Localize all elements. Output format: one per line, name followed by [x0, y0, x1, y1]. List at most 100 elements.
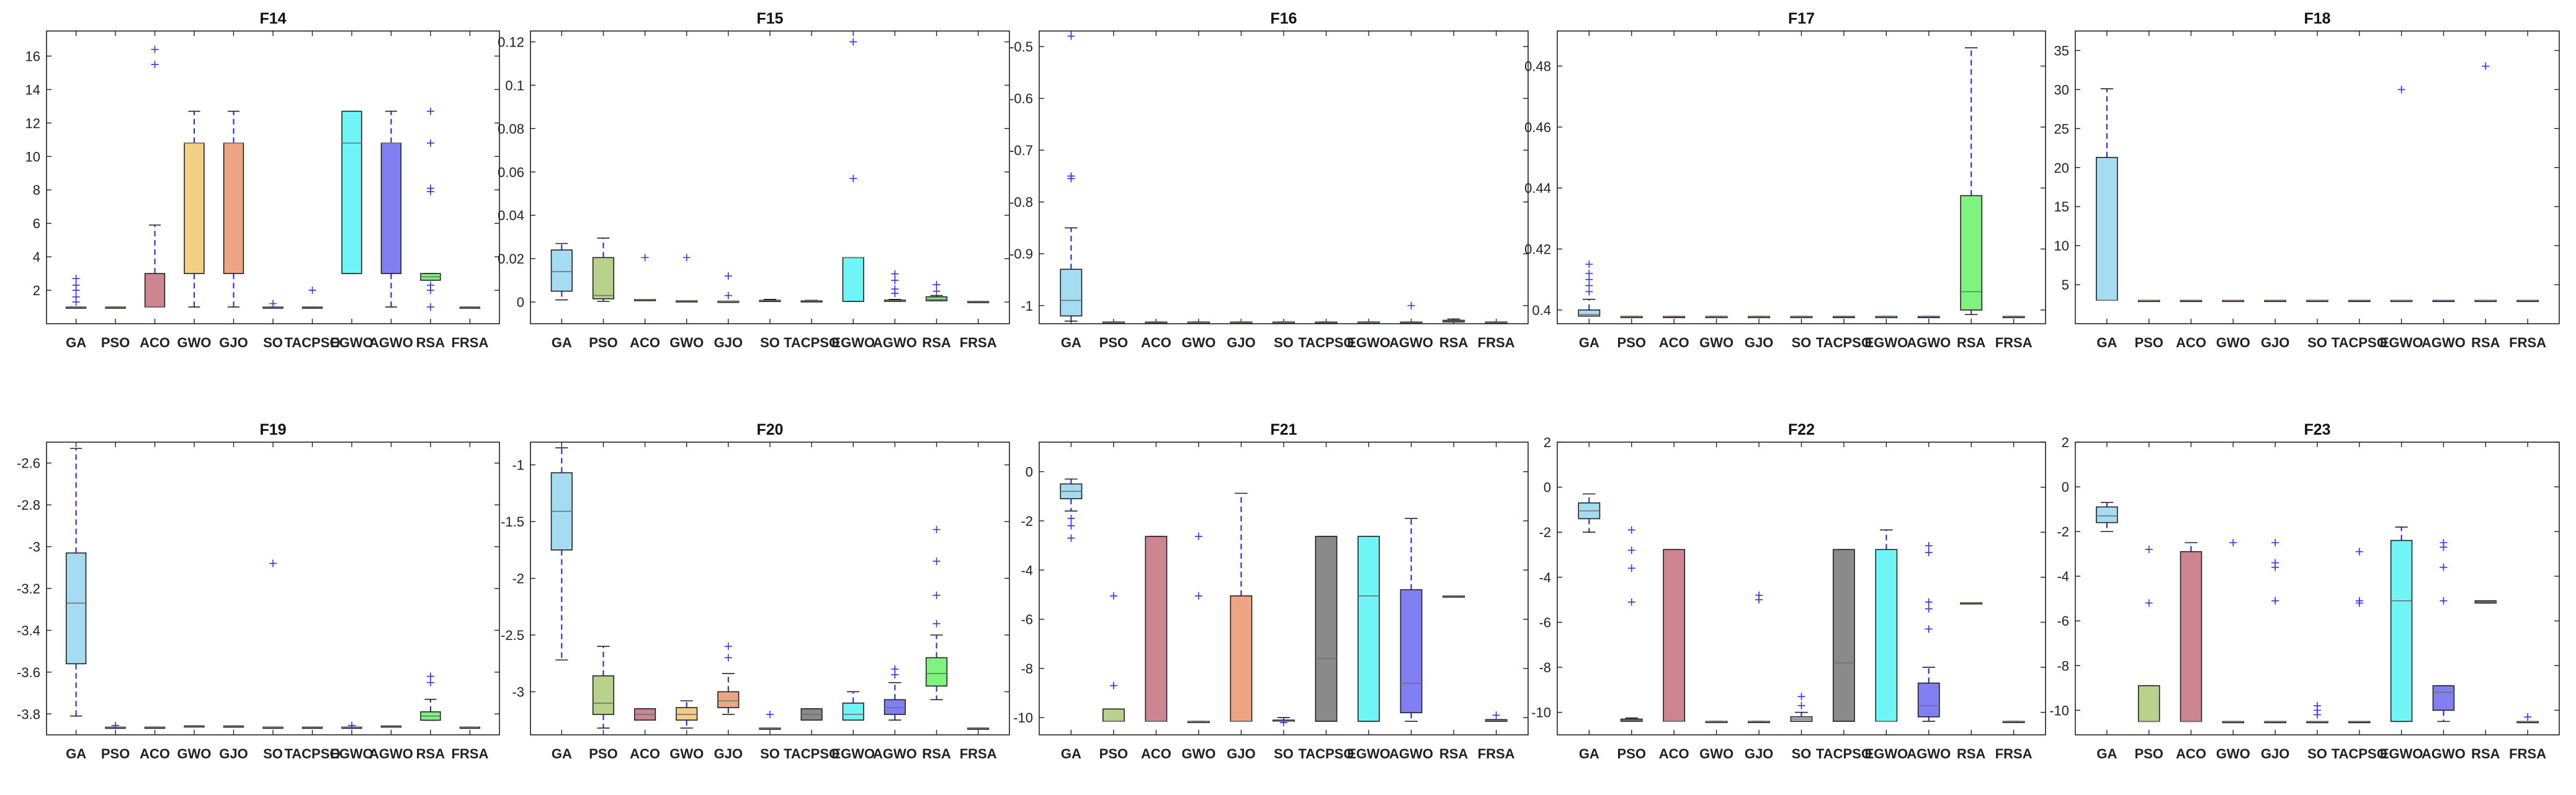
box-frsa: FRSA	[1478, 31, 1515, 350]
box-ga: GA	[550, 442, 573, 762]
box-tacpso: TACPSO	[284, 442, 341, 762]
box-body	[2096, 506, 2118, 523]
y-tick-label: 2	[2062, 435, 2069, 450]
box-agwo: AGWO	[369, 31, 413, 350]
box-body	[1960, 195, 1983, 311]
box-aco: ACO	[630, 31, 660, 350]
box-aco: ACO	[1659, 442, 1689, 762]
box-gjo: GJO	[1227, 31, 1256, 350]
outlier-marker	[2440, 543, 2448, 551]
category-label: PSO	[101, 335, 130, 350]
outlier-marker	[1925, 548, 1933, 556]
y-tick-label: -3	[512, 684, 524, 700]
category-label: RSA	[416, 335, 445, 350]
outlier-marker	[766, 711, 774, 719]
box-agwo: AGWO	[1389, 31, 1433, 350]
y-tick-label: -3.8	[17, 706, 40, 722]
category-label: RSA	[922, 335, 951, 350]
category-label: RSA	[1957, 746, 1986, 762]
y-tick-label: 0.4	[1532, 303, 1551, 318]
box-body	[925, 657, 948, 687]
box-pso: PSO	[1617, 442, 1646, 762]
box-tacpso: TACPSO	[1298, 442, 1354, 762]
box-frsa: FRSA	[1995, 31, 2033, 350]
box-pso: PSO	[2134, 31, 2163, 350]
y-tick-label: -2.6	[17, 456, 40, 471]
box-body	[550, 249, 573, 292]
y-tick-label: -3	[28, 540, 40, 555]
category-label: GWO	[177, 746, 212, 762]
outlier-marker	[724, 642, 732, 651]
box-ga: GA	[550, 31, 573, 350]
category-label: AGWO	[873, 746, 917, 762]
chart-title: F20	[756, 421, 783, 438]
outlier-marker	[849, 174, 857, 182]
box-body	[1663, 549, 1686, 722]
category-label: PSO	[589, 746, 617, 762]
category-label: PSO	[1099, 335, 1128, 350]
outlier-marker	[426, 678, 434, 686]
outlier-marker	[347, 721, 356, 729]
box-pso: PSO	[101, 31, 130, 350]
box-so: SO	[1272, 31, 1295, 350]
category-label: FRSA	[2509, 746, 2546, 762]
category-label: TACPSO	[284, 746, 340, 762]
outlier-marker	[1585, 288, 1593, 296]
box-ga: GA	[65, 31, 87, 350]
category-label: EGWO	[2380, 746, 2423, 762]
box-tacpso: TACPSO	[784, 442, 839, 762]
y-tick-label: 0.12	[498, 34, 524, 50]
y-tick-label: 8	[33, 182, 40, 198]
category-label: GA	[2096, 335, 2117, 350]
category-label: FRSA	[960, 335, 997, 350]
y-tick-label: -3.2	[17, 581, 40, 597]
category-label: AGWO	[2422, 746, 2466, 762]
box-frsa: FRSA	[2509, 442, 2546, 762]
box-gjo: GJO	[1227, 442, 1256, 762]
box-body	[65, 552, 87, 665]
outlier-marker	[426, 286, 434, 295]
y-tick-label: -8	[1021, 661, 1033, 677]
category-label: SO	[1274, 746, 1294, 762]
y-tick-label: -8	[2057, 658, 2069, 673]
box-gwo: GWO	[177, 442, 212, 762]
y-tick-label: 0.42	[1524, 242, 1551, 257]
y-tick-label: -8	[1539, 660, 1551, 675]
outlier-marker	[932, 620, 941, 628]
category-label: GA	[1061, 335, 1081, 350]
outlier-marker	[1627, 526, 1635, 534]
box-so: SO	[1790, 442, 1813, 762]
box-frsa: FRSA	[960, 442, 997, 762]
box-tacpso: TACPSO	[784, 31, 839, 350]
category-label: AGWO	[1389, 335, 1433, 350]
box-aco: ACO	[140, 442, 170, 762]
y-tick-label: 0.1	[505, 78, 524, 93]
box-egwo: EGWO	[2380, 31, 2423, 350]
box-pso: PSO	[589, 442, 618, 762]
category-label: FRSA	[1478, 746, 1515, 762]
box-aco: ACO	[1141, 31, 1171, 350]
category-label: TACPSO	[1298, 746, 1354, 762]
box-body	[1145, 536, 1168, 722]
category-label: ACO	[2176, 335, 2206, 350]
box-so: SO	[1272, 442, 1295, 762]
box-pso: PSO	[589, 31, 618, 350]
box-agwo: AGWO	[873, 442, 917, 762]
y-tick-label: 0	[1544, 480, 1551, 495]
box-gjo: GJO	[714, 442, 743, 762]
outlier-marker	[724, 654, 732, 662]
box-so: SO	[759, 31, 781, 350]
outlier-marker	[2482, 62, 2490, 70]
category-label: GJO	[1745, 335, 1773, 350]
category-label: TACPSO	[784, 746, 839, 762]
plot-area	[46, 442, 500, 735]
category-label: GA	[552, 746, 572, 762]
chart-f21: F21 -10 -8 -6 -4 -2 0 GA PSO ACO GWO GJO SO TACPSOEGW…	[1013, 421, 1529, 762]
outlier-marker	[1194, 532, 1202, 540]
box-ga: GA	[1578, 442, 1601, 762]
y-tick-label: 0.46	[1524, 120, 1551, 135]
outlier-marker	[151, 60, 159, 68]
box-ga: GA	[2096, 31, 2118, 350]
category-label: SO	[1274, 335, 1294, 350]
